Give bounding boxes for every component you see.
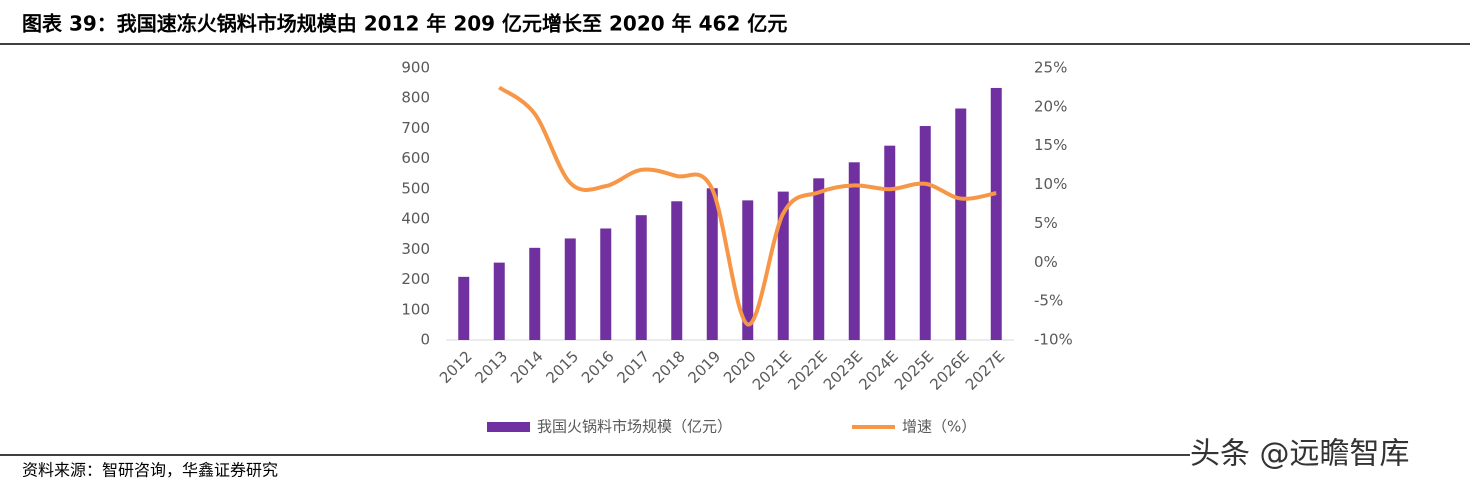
bar (813, 178, 825, 340)
y-tick-label: 200 (401, 270, 430, 288)
bar (671, 201, 683, 340)
y-tick-label: 300 (401, 240, 430, 258)
y2-tick-label: -10% (1034, 331, 1073, 349)
y-tick-label: 400 (401, 210, 430, 228)
x-tick-label: 2018 (649, 347, 689, 387)
bar (884, 145, 896, 340)
x-tick-label: 2019 (685, 347, 725, 387)
source: 资料来源：智研咨询，华鑫证券研究 (22, 461, 278, 480)
bar (635, 215, 647, 340)
bar (955, 108, 967, 341)
x-tick-label: 2017 (614, 347, 654, 387)
y2-tick-label: 20% (1034, 97, 1067, 115)
y-tick-label: 800 (401, 89, 430, 107)
x-tick-label: 2013 (472, 347, 512, 387)
x-tick-label: 2024E (855, 347, 901, 393)
y2-tick-label: 25% (1034, 59, 1067, 77)
watermark: 头条 @远瞻智库 (1190, 437, 1410, 472)
bar (564, 238, 576, 340)
x-tick-label: 2027E (962, 347, 1008, 393)
bar (493, 262, 505, 340)
x-tick-label: 2015 (543, 347, 583, 387)
y2-tick-label: 0% (1034, 253, 1058, 271)
legend-label: 我国火锅料市场规模（亿元） (537, 418, 732, 436)
bar (742, 200, 754, 340)
bar (600, 228, 612, 340)
bar (458, 276, 470, 340)
y-tick-label: 600 (401, 149, 430, 167)
y-tick-label: 700 (401, 119, 430, 137)
x-tick-label: 2014 (507, 347, 547, 387)
legend-swatch (487, 422, 530, 432)
y2-tick-label: 15% (1034, 136, 1067, 154)
y2-tick-label: 5% (1034, 214, 1058, 232)
y-tick-label: 0 (420, 331, 430, 349)
x-tick-label: 2021E (749, 347, 795, 393)
x-tick-label: 2025E (891, 347, 937, 393)
bar (777, 191, 789, 340)
bar (919, 126, 931, 340)
bar (706, 188, 718, 340)
bar (848, 162, 860, 340)
chart-title: 图表 39：我国速冻火锅料市场规模由 2012 年 209 亿元增长至 2020… (22, 12, 787, 36)
y-tick-label: 500 (401, 179, 430, 197)
x-tick-label: 2026E (926, 347, 972, 393)
bar (529, 247, 541, 340)
y2-tick-label: -5% (1034, 292, 1063, 310)
x-tick-label: 2012 (436, 347, 476, 387)
y-tick-label: 100 (401, 300, 430, 318)
x-tick-label: 2022E (784, 347, 830, 393)
bar (990, 87, 1002, 341)
x-tick-label: 2023E (820, 347, 866, 393)
x-tick-label: 2016 (578, 347, 618, 387)
line (498, 85, 997, 327)
y2-tick-label: 10% (1034, 175, 1067, 193)
y-tick-label: 900 (401, 59, 430, 77)
legend-label: 增速（%） (902, 418, 976, 436)
